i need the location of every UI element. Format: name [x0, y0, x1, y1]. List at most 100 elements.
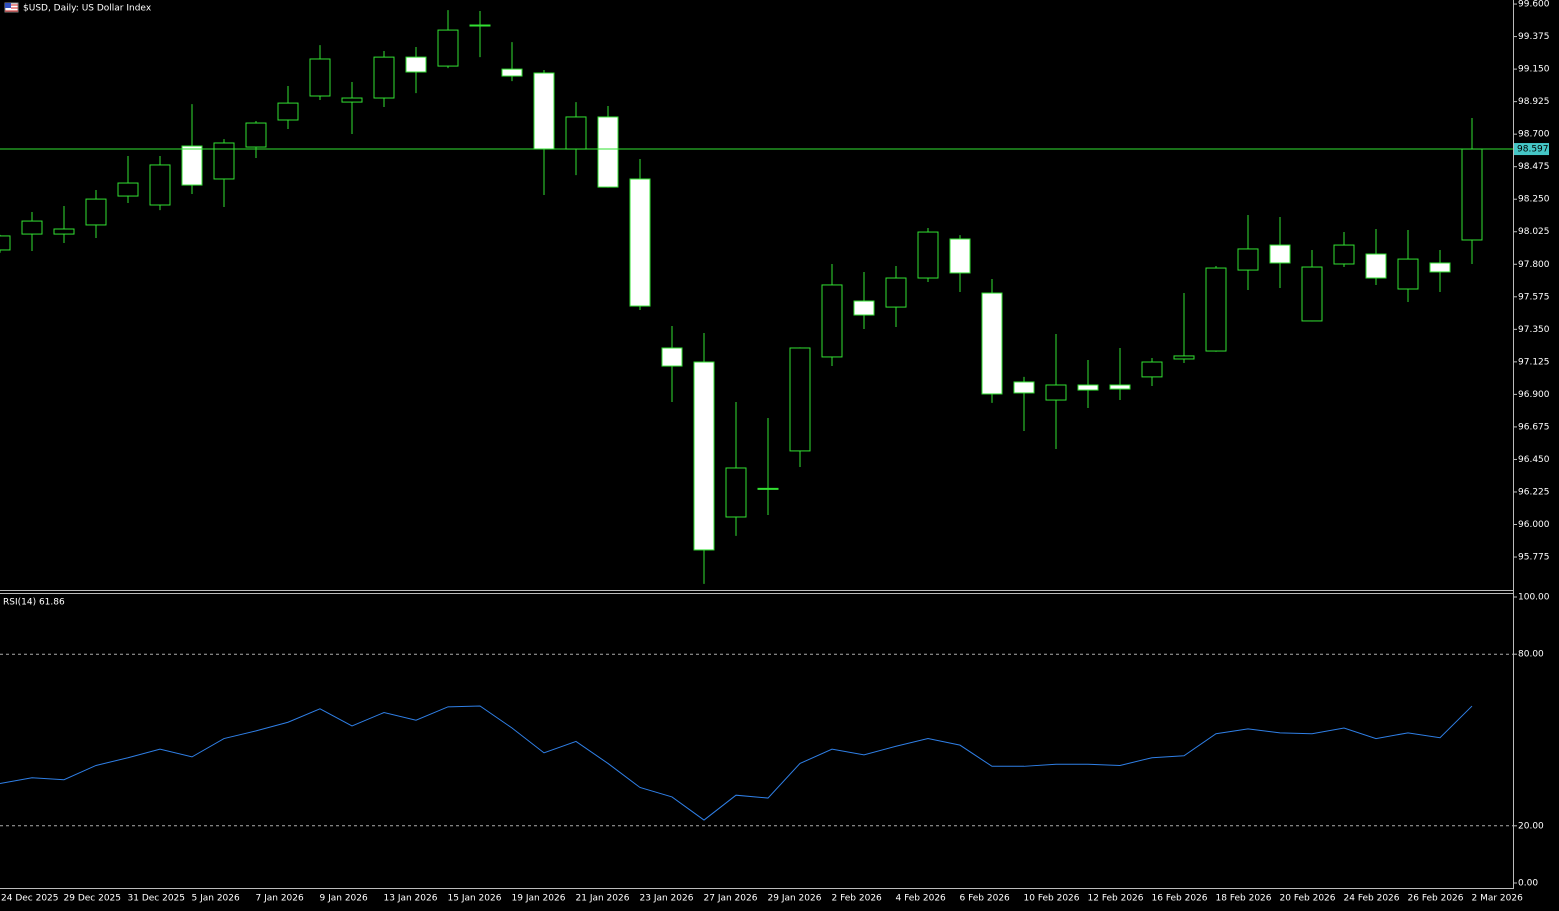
x-tick-label: 18 Feb 2026 — [1216, 894, 1272, 904]
x-tick-label: 24 Feb 2026 — [1344, 894, 1400, 904]
candle-body — [981, 292, 1003, 395]
y-tick-label: 96.000 — [1518, 520, 1550, 530]
candle-body — [149, 164, 171, 206]
candle-body — [1077, 384, 1099, 391]
candle-body — [245, 122, 267, 148]
candle-body — [469, 24, 491, 27]
x-tick-label: 16 Feb 2026 — [1152, 894, 1208, 904]
candle-body — [821, 284, 843, 358]
candle-body — [1429, 262, 1451, 273]
y-tick-label: 96.225 — [1518, 487, 1550, 497]
y-tick-label: 20.00 — [1518, 821, 1544, 831]
y-tick-label: 98.250 — [1518, 195, 1550, 205]
candle-body — [181, 145, 203, 186]
x-tick-label: 19 Jan 2026 — [512, 894, 566, 904]
candle-body — [1365, 253, 1387, 279]
candle-body — [533, 72, 555, 150]
candle-body — [1301, 266, 1323, 322]
candle-body — [565, 116, 587, 150]
candle-body — [117, 182, 139, 197]
x-tick-label: 13 Jan 2026 — [384, 894, 438, 904]
y-tick-label: 100.00 — [1518, 593, 1550, 603]
candle-body — [629, 178, 651, 307]
y-tick-label: 96.675 — [1518, 422, 1550, 432]
y-tick-label: 0.00 — [1518, 879, 1538, 889]
candle-body — [309, 58, 331, 97]
candle-body — [1141, 361, 1163, 378]
x-tick-label: 7 Jan 2026 — [256, 894, 304, 904]
x-tick-label: 2 Feb 2026 — [832, 894, 883, 904]
y-tick-label: 99.375 — [1518, 32, 1550, 42]
candle-body — [917, 231, 939, 279]
candle-body — [789, 347, 811, 452]
current-price-tag — [1514, 143, 1549, 156]
candle-body — [501, 68, 523, 77]
candle-body — [437, 29, 459, 67]
indicator-title: RSI(14) 61.86 — [3, 598, 65, 608]
x-tick-label: 21 Jan 2026 — [576, 894, 630, 904]
candle-body — [1269, 244, 1291, 264]
y-tick-label: 95.775 — [1518, 553, 1550, 563]
y-tick-label: 99.600 — [1518, 0, 1550, 10]
x-tick-label: 23 Jan 2026 — [640, 894, 694, 904]
candle-body — [693, 361, 715, 551]
candle-body — [85, 198, 107, 226]
x-tick-label: 4 Feb 2026 — [896, 894, 947, 904]
candle-body — [1109, 384, 1131, 390]
candle-body — [885, 277, 907, 308]
candle-body — [1013, 381, 1035, 394]
chart-title: $USD, Daily: US Dollar Index — [23, 4, 152, 14]
x-tick-label: 24 Dec 2025 — [1, 894, 59, 904]
y-tick-label: 80.00 — [1518, 650, 1544, 660]
candle-body — [277, 102, 299, 121]
candle-body — [1397, 258, 1419, 290]
candle-body — [597, 116, 619, 188]
candle-body — [0, 235, 11, 251]
y-tick-label: 97.125 — [1518, 357, 1550, 367]
x-tick-label: 5 Jan 2026 — [192, 894, 240, 904]
y-tick-label: 97.350 — [1518, 325, 1550, 335]
candle-body — [53, 228, 75, 235]
x-tick-label: 2 Mar 2026 — [1472, 894, 1524, 904]
x-tick-label: 26 Feb 2026 — [1408, 894, 1464, 904]
x-tick-label: 29 Dec 2025 — [64, 894, 122, 904]
y-tick-label: 98.025 — [1518, 227, 1550, 237]
current-price-label: 98.597 — [1517, 145, 1549, 155]
candle-body — [1461, 148, 1483, 241]
symbol-icon — [4, 2, 19, 13]
y-tick-label: 96.900 — [1518, 390, 1550, 400]
candle-body — [213, 142, 235, 180]
x-tick-label: 6 Feb 2026 — [960, 894, 1011, 904]
x-tick-label: 15 Jan 2026 — [448, 894, 502, 904]
candle-body — [373, 56, 395, 99]
x-tick-label: 20 Feb 2026 — [1280, 894, 1336, 904]
candle-body — [21, 220, 43, 235]
x-tick-label: 10 Feb 2026 — [1024, 894, 1080, 904]
x-tick-label: 29 Jan 2026 — [768, 894, 822, 904]
candle-body — [405, 56, 427, 73]
candle-body — [1173, 355, 1195, 360]
candle-body — [949, 238, 971, 274]
candle-body — [725, 467, 747, 518]
y-tick-label: 98.700 — [1518, 130, 1550, 140]
candle-body — [757, 487, 779, 490]
candle-body — [1045, 384, 1067, 401]
icon — [5, 3, 11, 8]
x-tick-label: 31 Dec 2025 — [128, 894, 186, 904]
candle-body — [1333, 244, 1355, 265]
x-tick-label: 12 Feb 2026 — [1088, 894, 1144, 904]
x-tick-label: 27 Jan 2026 — [704, 894, 758, 904]
candle-body — [1237, 248, 1259, 271]
candle-body — [341, 97, 363, 103]
candle-body — [853, 300, 875, 316]
candle-body — [661, 347, 683, 367]
y-tick-label: 98.475 — [1518, 162, 1550, 172]
y-tick-label: 97.800 — [1518, 260, 1550, 270]
y-tick-label: 96.450 — [1518, 455, 1550, 465]
y-tick-label: 99.150 — [1518, 65, 1550, 75]
rsi-line — [0, 705, 1473, 821]
y-tick-label: 98.925 — [1518, 97, 1550, 107]
candle-body — [1205, 267, 1227, 352]
